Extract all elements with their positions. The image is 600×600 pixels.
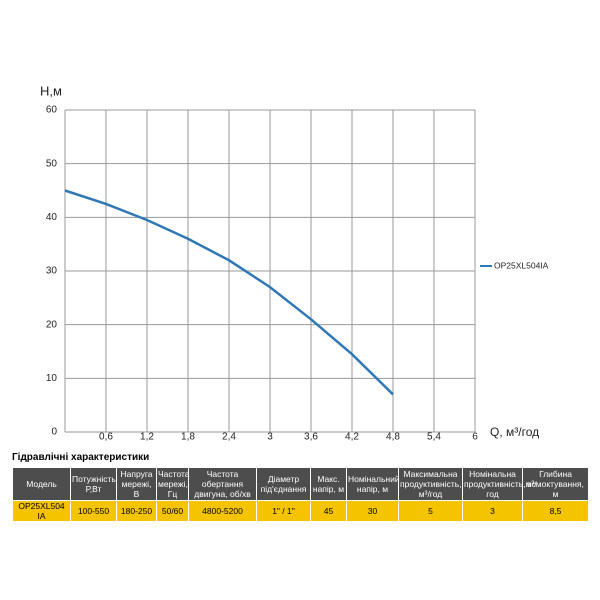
x-tick-label: 1,2 — [140, 432, 154, 443]
x-tick-label: 2,4 — [222, 432, 236, 443]
y-axis-label: H,м — [40, 83, 62, 98]
table-cell: Частота мережі, Гц — [156, 467, 190, 501]
table-row: Модель Потужність Р,Вт Напруга мережі, В Ча… — [12, 467, 589, 501]
table-title: Гідравлічні характеристики — [12, 452, 150, 463]
y-tick-label: 0 — [51, 427, 57, 438]
x-tick-label: 0,6 — [99, 432, 113, 443]
table-cell: Номінальний напір, м — [346, 467, 400, 501]
legend-label: OP25XL504IA — [494, 260, 549, 270]
table-cell: 4800-5200 — [188, 500, 257, 522]
table-cell: Діаметр під'єднання — [256, 467, 311, 501]
table-cell: 1" / 1" — [256, 500, 311, 522]
table-row: OP25XL504 IA 100-550 180-250 50/60 4800-5200… — [12, 500, 589, 522]
line — [64, 189, 394, 396]
x-axis-label: Q, м³/год — [490, 425, 539, 439]
table-cell: OP25XL504 IA — [12, 500, 71, 522]
table-cell: Глибина всмоктування, м — [522, 467, 589, 501]
table-cell: 45 — [310, 500, 347, 522]
table-cell: Напруга мережі, В — [116, 467, 157, 501]
table-cell: 3 — [462, 500, 523, 522]
x-tick-label: 1,8 — [181, 432, 195, 443]
chart: H,м Q, м³/год 0 10 20 30 40 50 60 0,6 1,2 1,8 2,4 3… — [40, 83, 549, 443]
y-tick-label: 10 — [46, 373, 58, 384]
table-cell: Потужність Р,Вт — [70, 467, 117, 501]
table-cell: 30 — [346, 500, 399, 522]
y-tick-label: 20 — [46, 319, 58, 330]
table-cell: 5 — [398, 500, 463, 522]
table-cell: 100-550 — [70, 500, 117, 522]
y-tick-label: 50 — [46, 158, 58, 169]
x-tick-label: 6 — [472, 432, 478, 443]
y-tick-label: 30 — [46, 266, 58, 277]
table-cell: 50/60 — [156, 500, 189, 522]
table-cell: Номінальна продуктивність,м³/год — [462, 467, 537, 501]
table-cell: Модель — [12, 467, 71, 501]
x-tick-label: 3 — [267, 432, 273, 443]
x-tick-label: 4,2 — [345, 432, 359, 443]
x-tick-label: 3,6 — [304, 432, 318, 443]
x-tick-label: 4,8 — [386, 432, 400, 443]
table-cell: Частота обертання двигуна, об/хв — [188, 467, 257, 501]
y-tick-label: 40 — [46, 212, 58, 223]
table-cell: 180-250 — [116, 500, 157, 522]
y-tick-label: 60 — [46, 105, 58, 116]
table-cell: Максимальна продуктивність, м³/год — [398, 467, 463, 501]
table-cell: Макс. напір, м — [310, 467, 347, 501]
table-cell: 8,5 — [522, 500, 589, 522]
x-tick-label: 5,4 — [427, 432, 441, 443]
spec-table: Модель Потужність Р,Вт Напруга мережі, В Ча… — [12, 467, 589, 522]
